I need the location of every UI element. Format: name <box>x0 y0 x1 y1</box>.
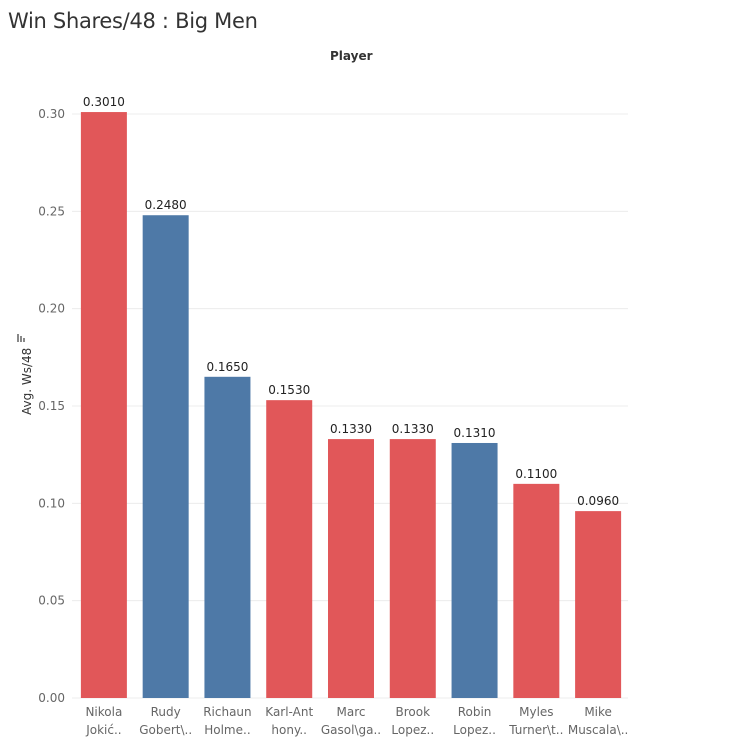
chart-title: Win Shares/48 : Big Men <box>8 9 258 33</box>
y-axis-ticks: 0.00 0.05 0.10 0.15 0.20 0.25 0.30 <box>38 107 65 705</box>
x-category-label: Lopez.. <box>391 723 434 737</box>
y-tick-label: 0.10 <box>38 496 65 510</box>
data-label: 0.1530 <box>268 383 310 397</box>
x-category-label: Nikola <box>85 705 122 719</box>
data-labels: 0.3010 0.2480 0.1650 0.1530 0.1330 0.1330 0.13… <box>83 95 619 508</box>
x-category-label: Muscala\.. <box>568 723 629 737</box>
bar[interactable] <box>204 376 251 698</box>
data-label: 0.1100 <box>515 467 557 481</box>
y-axis-title: Avg. Ws/48 <box>20 348 34 415</box>
bar[interactable] <box>575 511 622 698</box>
y-tick-label: 0.15 <box>38 399 65 413</box>
x-category-label: Lopez.. <box>453 723 496 737</box>
bars <box>80 112 622 698</box>
x-axis-categories: Nikola Jokić.. Rudy Gobert\.. Richaun Holme..… <box>85 705 628 737</box>
y-tick-label: 0.25 <box>38 204 65 218</box>
data-label: 0.2480 <box>145 198 187 212</box>
x-category-label: Mike <box>584 705 612 719</box>
bar[interactable] <box>451 442 498 698</box>
x-category-label: Gobert\.. <box>139 723 192 737</box>
x-category-label: Gasol\ga.. <box>321 723 381 737</box>
bar[interactable] <box>142 215 189 698</box>
x-category-label: hony.. <box>271 723 307 737</box>
x-category-label: Rudy <box>151 705 181 719</box>
data-label: 0.3010 <box>83 95 125 109</box>
bar[interactable] <box>389 439 436 698</box>
sort-icon[interactable] <box>17 334 25 342</box>
y-axis-title-group: Avg. Ws/48 <box>20 348 34 415</box>
x-category-label: Turner\t.. <box>508 723 563 737</box>
data-label: 0.1330 <box>392 422 434 436</box>
data-label: 0.0960 <box>577 494 619 508</box>
x-category-label: Brook <box>396 705 431 719</box>
x-category-label: Myles <box>519 705 553 719</box>
y-tick-label: 0.30 <box>38 107 65 121</box>
bar[interactable] <box>513 483 560 698</box>
data-label: 0.1650 <box>206 360 248 374</box>
column-header: Player <box>330 49 373 63</box>
x-category-label: Robin <box>458 705 492 719</box>
y-tick-label: 0.20 <box>38 302 65 316</box>
bar[interactable] <box>80 112 127 698</box>
x-category-label: Jokić.. <box>85 723 121 737</box>
data-label: 0.1310 <box>454 426 496 440</box>
y-tick-label: 0.00 <box>38 691 65 705</box>
bar[interactable] <box>328 439 374 698</box>
bar[interactable] <box>266 400 313 698</box>
y-tick-label: 0.05 <box>38 594 65 608</box>
x-category-label: Marc <box>337 705 366 719</box>
x-category-label: Holme.. <box>204 723 250 737</box>
x-category-label: Richaun <box>203 705 251 719</box>
x-category-label: Karl-Ant <box>265 705 313 719</box>
data-label: 0.1330 <box>330 422 372 436</box>
